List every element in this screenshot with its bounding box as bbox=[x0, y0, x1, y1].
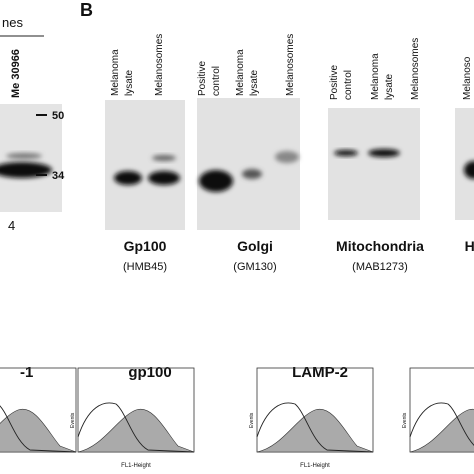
band bbox=[199, 170, 233, 192]
band bbox=[334, 150, 358, 156]
panel-letter: B bbox=[80, 0, 93, 20]
lane-label: Melanoso bbox=[462, 56, 473, 100]
histograms: -1 gp100 Events FL1-Height LAMP-2 Events FL1-H… bbox=[0, 364, 474, 469]
antibody: (GM130) bbox=[233, 261, 276, 273]
open-histogram bbox=[77, 402, 195, 453]
band bbox=[114, 171, 142, 185]
lane-label: lysate bbox=[249, 69, 260, 96]
y-label: Events bbox=[249, 412, 255, 428]
band bbox=[148, 171, 180, 185]
lane-label: control bbox=[211, 66, 222, 96]
band bbox=[368, 149, 400, 157]
open-histogram bbox=[0, 405, 77, 453]
lane-label: Melanosomes bbox=[154, 34, 165, 96]
lane-label: Melanosomes bbox=[410, 38, 421, 100]
hist-title: gp100 bbox=[128, 364, 171, 381]
blot bbox=[197, 98, 300, 230]
lane-label: Positive bbox=[197, 61, 208, 96]
hist-title: -1 bbox=[20, 364, 33, 381]
y-label: Events bbox=[402, 412, 408, 428]
filled-histogram bbox=[409, 408, 474, 453]
open-histogram bbox=[409, 402, 474, 446]
lane-label: lysate bbox=[124, 69, 135, 96]
antibody: (MAB1273) bbox=[352, 261, 408, 273]
blot-name: Mitochondria bbox=[336, 238, 424, 254]
lane-label: Melanosomes bbox=[285, 34, 296, 96]
filled-histogram bbox=[0, 408, 77, 453]
lane-label: Positive bbox=[329, 65, 340, 100]
blot-name: HL bbox=[465, 238, 474, 254]
band bbox=[275, 151, 299, 163]
blot-name: Gp100 bbox=[124, 238, 167, 254]
band bbox=[464, 161, 474, 179]
x-label: FL1-Height bbox=[300, 463, 330, 469]
blot-name: Golgi bbox=[237, 238, 273, 254]
blot bbox=[455, 108, 474, 220]
x-label: FL1-Height bbox=[121, 463, 151, 469]
lane-label: Melanoma bbox=[235, 49, 246, 96]
lane-label: control bbox=[343, 70, 354, 100]
band bbox=[0, 162, 52, 178]
lane-label: Melanoma bbox=[370, 53, 381, 100]
blot bbox=[328, 108, 420, 220]
marker: 34 bbox=[52, 170, 65, 182]
marker: 50 bbox=[52, 110, 64, 122]
lane-label: lysate bbox=[384, 73, 395, 100]
lane-number: 4 bbox=[8, 218, 15, 233]
hist-title: LAMP-2 bbox=[292, 364, 348, 381]
antibody: (HMB45) bbox=[123, 261, 167, 273]
band bbox=[152, 155, 176, 161]
header: nes bbox=[2, 15, 23, 30]
band bbox=[242, 169, 262, 179]
y-label: Events bbox=[70, 412, 76, 428]
lane-label: Me 30966 bbox=[10, 49, 22, 98]
blot bbox=[105, 100, 185, 230]
blots: Melanoma lysate MelanosomesGp100(HMB45)Pos… bbox=[105, 34, 474, 273]
filled-histogram bbox=[77, 408, 195, 453]
lane-label: Melanoma bbox=[110, 49, 121, 96]
open-histogram bbox=[256, 402, 374, 453]
filled-histogram bbox=[256, 408, 374, 453]
band bbox=[6, 153, 42, 159]
